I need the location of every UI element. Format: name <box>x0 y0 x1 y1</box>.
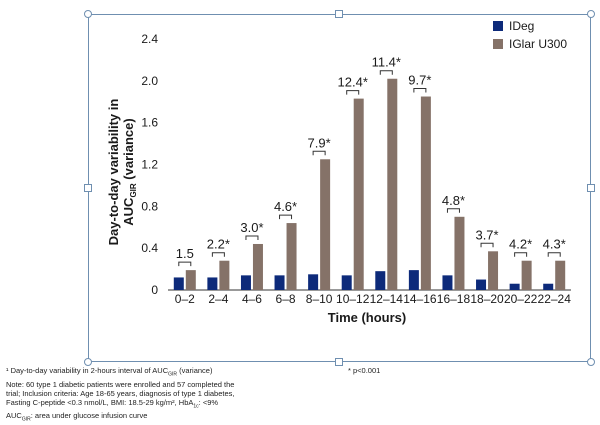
significance-bracket <box>480 242 494 248</box>
significance-bracket <box>446 208 460 213</box>
significance-bracket <box>379 70 393 75</box>
legend-swatch <box>493 39 503 49</box>
legend-label: IGlar U300 <box>509 37 567 51</box>
bar-iglar-u300 <box>353 98 364 290</box>
bar-ideg <box>341 275 352 290</box>
y-tick-label: 0.4 <box>141 241 158 255</box>
bar-ideg <box>173 277 184 290</box>
resize-handle-top-left[interactable] <box>84 10 92 18</box>
significance-bracket <box>279 214 293 220</box>
significance-bracket <box>413 88 427 93</box>
x-tick-label: 6–8 <box>276 292 296 306</box>
significance-bracket <box>178 261 192 267</box>
ratio-annotation: 12.4* <box>338 75 368 90</box>
resize-handle-top-center[interactable] <box>335 10 343 18</box>
legend-label: IDeg <box>509 19 534 33</box>
resize-handle-middle-left[interactable] <box>84 184 92 192</box>
ratio-annotation: 7.9* <box>308 135 331 150</box>
bar-iglar-u300 <box>521 260 532 290</box>
footnote-line-5: AUCGIR: area under glucose infusion curv… <box>6 411 148 423</box>
bar-iglar-u300 <box>454 216 465 290</box>
footnote-line-2: Note: 60 type 1 diabetic patients were e… <box>6 379 235 389</box>
y-axis: 0 0.4 0.8 1.2 1.6 2.0 2.4 <box>141 32 158 297</box>
bars <box>173 78 566 290</box>
y-tick-label: 0.8 <box>141 199 158 213</box>
y-tick-label: 2.0 <box>141 74 158 88</box>
bar-ideg <box>509 283 520 290</box>
annotations: 1.5 2.2* 3.0* 4.6* 7.9* 12.4* 11.4* 9.7* 4.8* 3.7… <box>176 55 566 267</box>
significance-bracket <box>312 150 326 156</box>
bar-chart: Day-to-day variability in AUCGIR (varian… <box>106 19 572 325</box>
bar-ideg <box>442 275 453 290</box>
significance-bracket <box>514 252 528 257</box>
bar-iglar-u300 <box>488 251 499 290</box>
footnote-line-3: trial; Inclusion criteria: Age 18-65 yea… <box>6 388 235 398</box>
ratio-annotation: 3.7* <box>475 227 498 242</box>
y-tick-label: 2.4 <box>141 32 158 46</box>
x-axis-title: Time (hours) <box>328 310 407 325</box>
resize-handle-middle-right[interactable] <box>587 184 595 192</box>
resize-handle-bottom-right[interactable] <box>587 358 595 366</box>
x-tick-label: 10–12 <box>336 292 370 306</box>
bar-ideg <box>543 283 554 290</box>
x-axis: 0–2 2–4 4–6 6–8 8–10 10–12 12–14 14–16 16–18 18–2… <box>168 289 572 306</box>
resize-handle-bottom-center[interactable] <box>335 358 343 366</box>
significance-bracket <box>245 235 259 240</box>
ratio-annotation: 4.2* <box>509 237 532 252</box>
significance-bracket <box>346 90 360 95</box>
footnote-line-4: Fasting C-peptide <0.3 nmol/L, BMI: 18.5… <box>6 397 219 410</box>
bar-iglar-u300 <box>555 260 566 290</box>
ratio-annotation: 9.7* <box>408 73 431 88</box>
y-axis-title-line1: Day-to-day variability in <box>106 99 121 246</box>
footnote-line-1: ¹ Day-to-day variability in 2-hours inte… <box>6 366 213 378</box>
y-tick-label: 1.2 <box>141 158 158 172</box>
bar-ideg <box>274 275 285 290</box>
x-tick-label: 0–2 <box>175 292 195 306</box>
significance-bracket <box>211 252 225 257</box>
x-tick-label: 16–18 <box>437 292 471 306</box>
y-tick-label: 0 <box>151 283 158 297</box>
bar-ideg <box>476 279 487 290</box>
bar-iglar-u300 <box>387 78 398 290</box>
bar-iglar-u300 <box>252 243 263 290</box>
x-tick-label: 22–24 <box>538 292 572 306</box>
x-tick-label: 8–10 <box>306 292 333 306</box>
ratio-annotation: 11.4* <box>372 55 401 70</box>
p-value-note: * p<0.001 <box>348 366 381 375</box>
x-tick-label: 12–14 <box>370 292 404 306</box>
y-axis-title-line2: AUCGIR (variance) <box>121 118 138 225</box>
x-tick-label: 18–20 <box>470 292 504 306</box>
bar-ideg <box>240 275 251 290</box>
bar-iglar-u300 <box>219 260 230 290</box>
ratio-annotation: 4.3* <box>543 237 566 252</box>
ratio-annotation: 1.5 <box>176 246 194 261</box>
legend: IDeg IGlar U300 <box>493 19 567 51</box>
x-tick-label: 14–16 <box>403 292 437 306</box>
bar-iglar-u300 <box>320 159 331 290</box>
ratio-annotation: 4.6* <box>274 199 297 214</box>
significance-bracket <box>547 252 561 257</box>
bar-iglar-u300 <box>185 270 196 290</box>
resize-handle-top-right[interactable] <box>587 10 595 18</box>
bar-ideg <box>207 277 218 290</box>
bar-ideg <box>408 270 419 290</box>
x-tick-label: 2–4 <box>208 292 228 306</box>
ratio-annotation: 3.0* <box>240 220 263 235</box>
bar-iglar-u300 <box>286 223 297 290</box>
ratio-annotation: 4.8* <box>442 193 465 208</box>
bar-iglar-u300 <box>420 96 431 290</box>
resize-handle-bottom-left[interactable] <box>84 358 92 366</box>
legend-swatch <box>493 21 503 31</box>
x-tick-label: 20–22 <box>504 292 538 306</box>
bar-ideg <box>308 274 319 290</box>
ratio-annotation: 2.2* <box>207 237 230 252</box>
bar-ideg <box>375 271 386 290</box>
y-axis-title: Day-to-day variability in AUCGIR (varian… <box>106 99 138 246</box>
x-tick-label: 4–6 <box>242 292 262 306</box>
y-tick-label: 1.6 <box>141 116 158 130</box>
footnotes: ¹ Day-to-day variability in 2-hours inte… <box>6 366 336 425</box>
